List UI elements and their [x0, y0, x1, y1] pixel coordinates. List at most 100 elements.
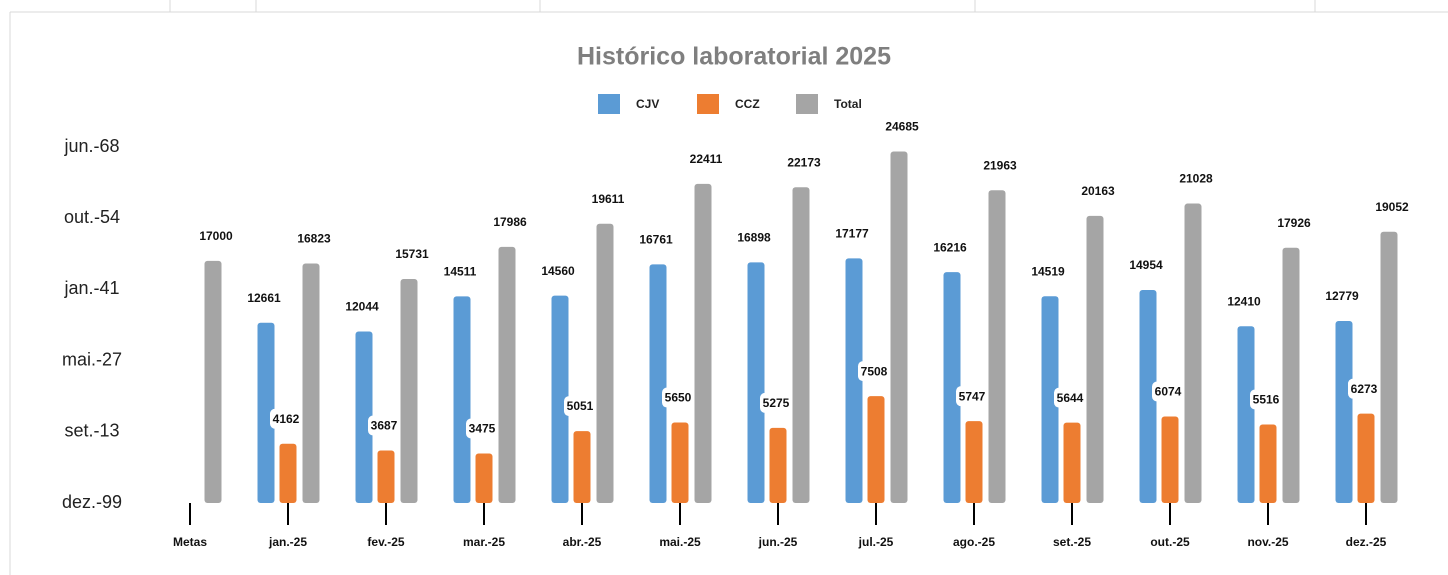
bar	[943, 272, 961, 503]
chart-title: Histórico laboratorial 2025	[577, 43, 891, 71]
value-label: 19611	[592, 192, 625, 206]
x-tick-label: ago.-25	[953, 535, 995, 549]
value-label: 21028	[1179, 172, 1213, 186]
x-tick-label: mai.-25	[659, 535, 701, 549]
value-label: 12044	[345, 300, 379, 314]
value-label: 17000	[199, 229, 233, 243]
value-label-box	[858, 361, 894, 382]
bar	[596, 223, 614, 503]
x-tick-label: out.-25	[1150, 535, 1190, 549]
x-tick-label: abr.-25	[563, 535, 602, 549]
bar	[965, 421, 983, 503]
y-tick-label: out.-54	[64, 207, 120, 227]
bar	[1184, 203, 1202, 503]
bar	[475, 453, 493, 503]
bar	[1161, 416, 1179, 503]
value-label: 14519	[1031, 264, 1065, 278]
x-tick-label: set.-25	[1053, 535, 1091, 549]
value-label-box	[1348, 378, 1384, 399]
value-label: 7508	[861, 364, 888, 378]
sheet-grid	[9, 0, 1448, 575]
bar	[867, 396, 885, 503]
value-label-box	[956, 386, 992, 407]
bar	[498, 246, 516, 503]
bar	[453, 296, 471, 503]
bar	[694, 183, 712, 503]
bar	[1335, 321, 1353, 503]
bar	[1063, 422, 1081, 503]
value-label: 5275	[763, 396, 790, 410]
value-label-box	[368, 415, 404, 436]
bar	[988, 190, 1006, 503]
value-label: 5747	[959, 389, 986, 403]
value-label: 22173	[787, 155, 821, 169]
value-label: 15731	[395, 247, 429, 261]
value-label: 21963	[983, 158, 1017, 172]
value-label: 5051	[567, 399, 594, 413]
bar	[649, 264, 667, 503]
bar	[257, 322, 275, 503]
bar	[1237, 326, 1255, 503]
legend-label: CJV	[636, 97, 659, 111]
value-label-box	[1250, 389, 1286, 410]
value-label: 16216	[933, 240, 967, 254]
bar	[302, 263, 320, 503]
value-label: 12779	[1325, 289, 1359, 303]
value-label: 17986	[493, 215, 527, 229]
bar	[792, 187, 810, 504]
bar	[890, 151, 908, 503]
value-label: 5644	[1057, 391, 1084, 405]
value-label: 3475	[469, 422, 496, 436]
legend-swatch	[697, 94, 719, 114]
value-label-box	[1054, 387, 1090, 408]
value-label: 17926	[1277, 216, 1311, 230]
value-label-box	[662, 387, 698, 408]
value-label: 14511	[444, 265, 477, 279]
value-label-box	[1152, 381, 1188, 402]
y-tick-label: dez.-99	[62, 492, 122, 512]
bar	[204, 260, 222, 503]
bar	[1139, 290, 1157, 503]
x-tick-label: jan.-25	[268, 535, 307, 549]
bar	[845, 258, 863, 503]
value-label-box	[564, 396, 600, 417]
bar	[1380, 231, 1398, 503]
value-label: 6074	[1155, 385, 1182, 399]
bar	[1282, 247, 1300, 503]
value-label: 12410	[1227, 294, 1261, 308]
bar	[1357, 413, 1375, 503]
bar	[551, 295, 569, 503]
bar	[400, 278, 418, 503]
legend-swatch	[796, 94, 818, 114]
value-label: 16823	[297, 232, 331, 246]
value-label-box	[760, 392, 796, 413]
value-label: 19052	[1375, 200, 1409, 214]
x-tick-label: jun.-25	[758, 535, 798, 549]
value-label: 4162	[273, 412, 300, 426]
y-tick-label: jan.-41	[63, 278, 119, 298]
x-tick-label: nov.-25	[1247, 535, 1288, 549]
value-label: 22411	[690, 152, 723, 166]
value-label-box	[270, 408, 306, 429]
y-tick-label: jun.-68	[63, 136, 119, 156]
bar	[355, 331, 373, 503]
legend-label: CCZ	[735, 97, 760, 111]
value-label: 16898	[737, 231, 771, 245]
bar	[573, 431, 591, 503]
x-tick-label: dez.-25	[1346, 535, 1387, 549]
value-label: 3687	[371, 419, 398, 433]
bar	[279, 443, 297, 503]
value-label: 5650	[665, 391, 692, 405]
legend-label: Total	[834, 97, 862, 111]
y-tick-label: set.-13	[64, 421, 119, 441]
value-label: 14560	[541, 264, 575, 278]
value-label: 12661	[247, 291, 281, 305]
bar	[671, 422, 689, 503]
value-label: 20163	[1081, 184, 1115, 198]
x-tick-label: fev.-25	[367, 535, 404, 549]
value-label: 16761	[639, 232, 673, 246]
value-label: 17177	[835, 227, 869, 241]
bar	[769, 427, 787, 503]
bar	[1041, 296, 1059, 503]
